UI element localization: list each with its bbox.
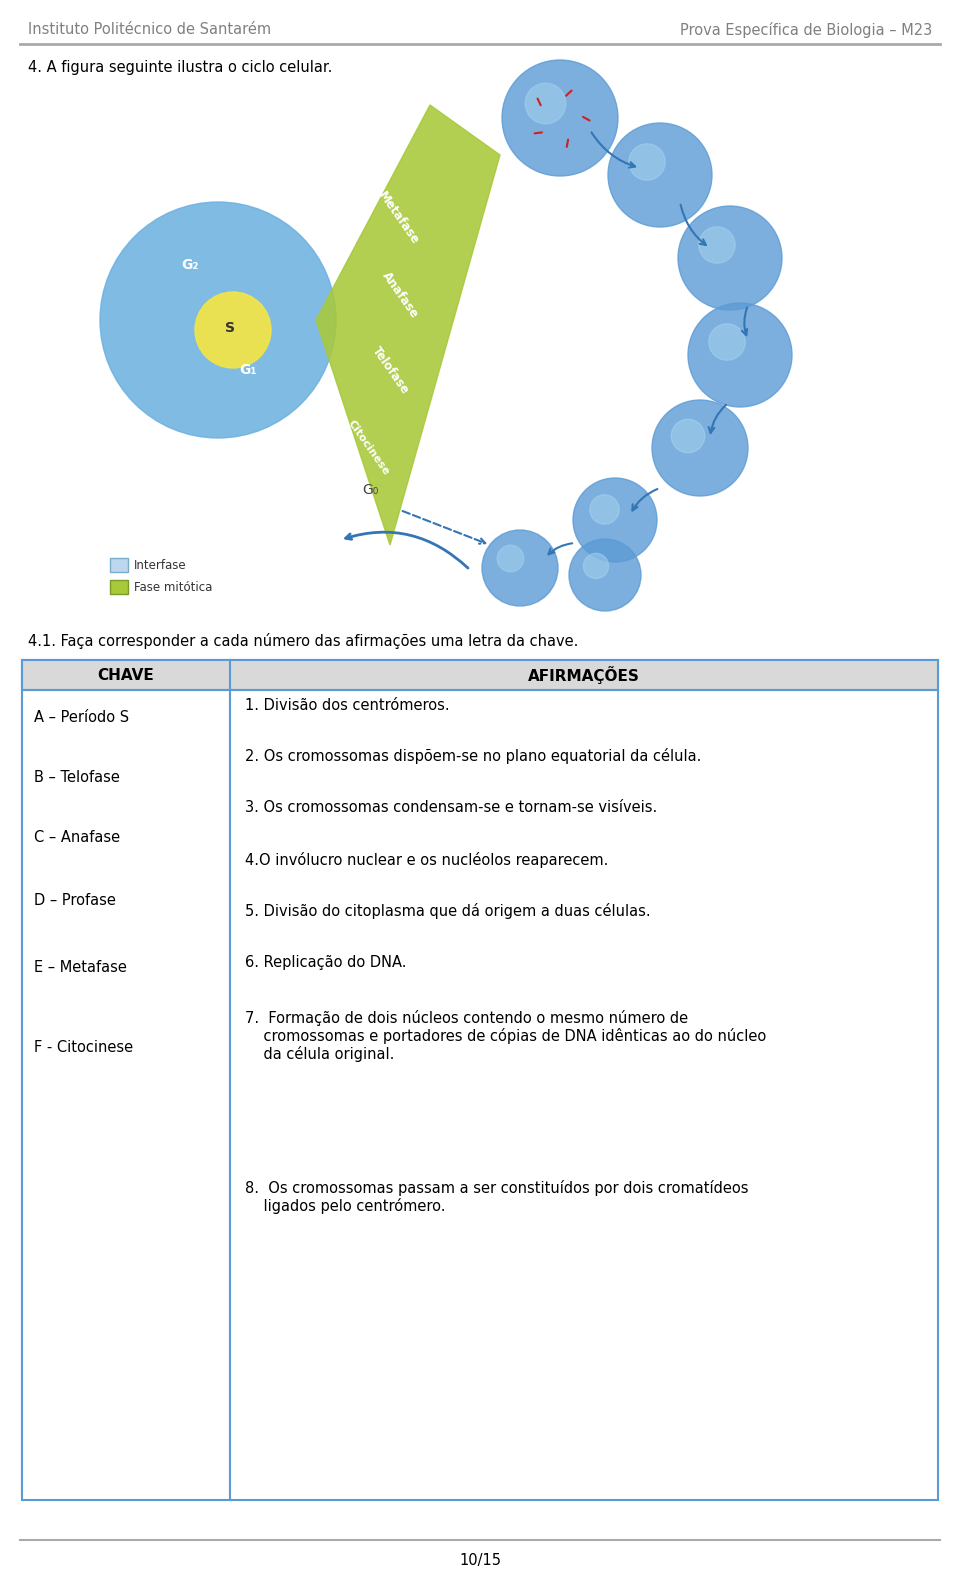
- Circle shape: [708, 324, 745, 360]
- Circle shape: [569, 539, 641, 612]
- Bar: [22, 660, 938, 690]
- Text: 2. Os cromossomas dispõem-se no plano equatorial da célula.: 2. Os cromossomas dispõem-se no plano eq…: [245, 748, 702, 764]
- Text: G₁: G₁: [239, 363, 256, 377]
- Text: A – Período S: A – Período S: [34, 711, 130, 725]
- Text: F - Citocinese: F - Citocinese: [34, 1041, 133, 1055]
- Text: Metafase: Metafase: [375, 189, 421, 247]
- Text: 4.1. Faça corresponder a cada número das afirmações uma letra da chave.: 4.1. Faça corresponder a cada número das…: [28, 634, 578, 649]
- Text: cromossomas e portadores de cópias de DNA idênticas ao do núcleo: cromossomas e portadores de cópias de DN…: [245, 1028, 766, 1044]
- Text: Telofase: Telofase: [369, 344, 411, 396]
- Circle shape: [195, 292, 271, 368]
- Circle shape: [573, 478, 657, 563]
- Text: da célula original.: da célula original.: [245, 1045, 395, 1063]
- Text: Citocinese: Citocinese: [346, 418, 391, 478]
- Circle shape: [589, 495, 619, 523]
- Text: Interfase: Interfase: [134, 560, 186, 572]
- Circle shape: [699, 226, 735, 263]
- Text: 3. Os cromossomas condensam-se e tornam-se visíveis.: 3. Os cromossomas condensam-se e tornam-…: [245, 800, 658, 814]
- Text: Profase: Profase: [342, 130, 382, 179]
- Text: 5. Divisão do citoplasma que dá origem a duas células.: 5. Divisão do citoplasma que dá origem a…: [245, 902, 651, 920]
- Circle shape: [482, 530, 558, 605]
- Text: C – Anafase: C – Anafase: [34, 830, 120, 846]
- Circle shape: [608, 123, 712, 226]
- Circle shape: [629, 143, 665, 181]
- Text: Anafase: Anafase: [379, 269, 420, 321]
- Text: 4.O invólucro nuclear e os nucléolos reaparecem.: 4.O invólucro nuclear e os nucléolos rea…: [245, 852, 609, 868]
- Text: 8.  Os cromossomas passam a ser constituídos por dois cromatídeos: 8. Os cromossomas passam a ser constituí…: [245, 1181, 749, 1196]
- Text: D – Profase: D – Profase: [34, 893, 116, 909]
- Text: Prova Específica de Biologia – M23: Prova Específica de Biologia – M23: [680, 22, 932, 38]
- Circle shape: [652, 399, 748, 497]
- Circle shape: [502, 60, 618, 176]
- Circle shape: [525, 83, 565, 124]
- Text: AFIRMAÇÕES: AFIRMAÇÕES: [528, 667, 640, 684]
- Bar: [22, 660, 938, 1500]
- Text: Instituto Politécnico de Santarém: Instituto Politécnico de Santarém: [28, 22, 271, 38]
- Text: CHAVE: CHAVE: [98, 668, 155, 682]
- Circle shape: [584, 553, 609, 578]
- Circle shape: [688, 303, 792, 407]
- Text: 7.  Formação de dois núcleos contendo o mesmo número de: 7. Formação de dois núcleos contendo o m…: [245, 1009, 688, 1027]
- Circle shape: [671, 420, 705, 453]
- Text: 6. Replicação do DNA.: 6. Replicação do DNA.: [245, 956, 406, 970]
- Text: E – Metafase: E – Metafase: [34, 960, 127, 975]
- Text: 4. A figura seguinte ilustra o ciclo celular.: 4. A figura seguinte ilustra o ciclo cel…: [28, 60, 332, 75]
- Text: G₀: G₀: [362, 483, 378, 497]
- Text: 1. Divisão dos centrómeros.: 1. Divisão dos centrómeros.: [245, 698, 449, 714]
- Text: B – Telofase: B – Telofase: [34, 770, 120, 784]
- Bar: [110, 580, 128, 594]
- Circle shape: [100, 201, 336, 439]
- Polygon shape: [316, 105, 500, 545]
- Text: S: S: [225, 321, 235, 335]
- Text: Fase mitótica: Fase mitótica: [134, 582, 212, 594]
- Text: 10/15: 10/15: [459, 1553, 501, 1567]
- Circle shape: [678, 206, 782, 310]
- Bar: [110, 558, 128, 572]
- Text: ligados pelo centrómero.: ligados pelo centrómero.: [245, 1198, 445, 1214]
- Circle shape: [497, 545, 524, 572]
- Text: G₂: G₂: [181, 258, 199, 272]
